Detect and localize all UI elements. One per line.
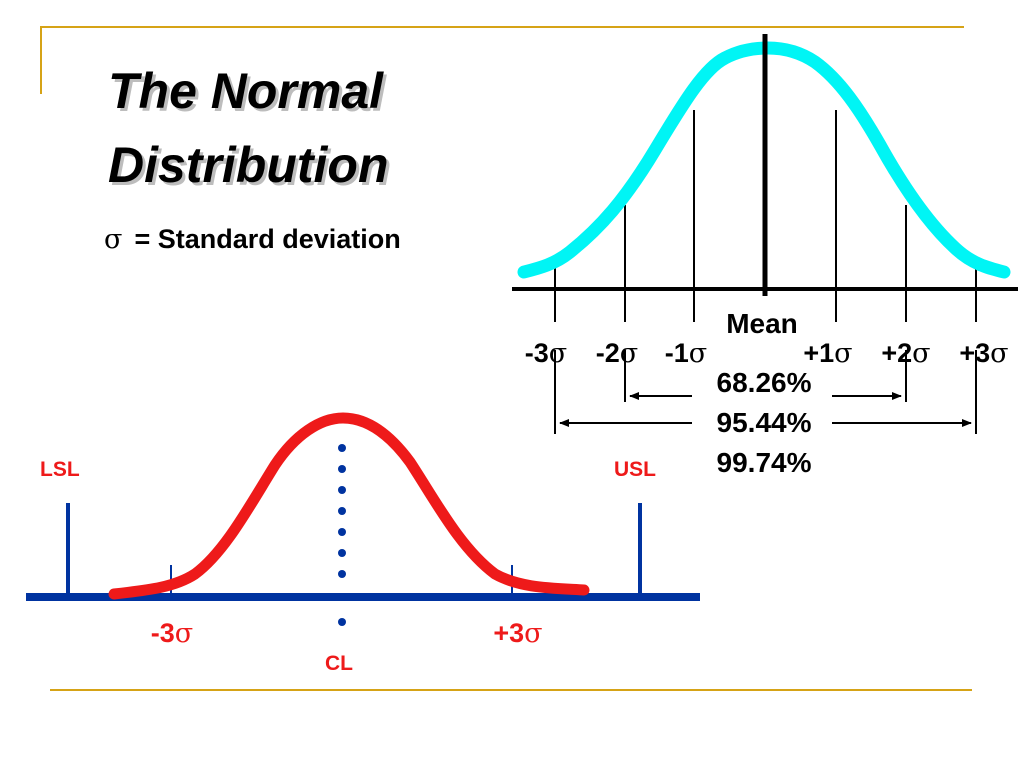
plus3-sigma-label: +3σ [493, 618, 542, 649]
tick-plus1-value: +1 [803, 338, 834, 368]
tick-plus3-sigma: σ [990, 338, 1008, 369]
sigma-symbol: σ [104, 224, 123, 255]
sigma-definition: σ = Standard deviation [104, 224, 401, 255]
tick-minus1-sigma: σ [689, 338, 707, 369]
tick-minus2-value: -2 [596, 338, 620, 368]
tick-minus3-value: -3 [525, 338, 549, 368]
sigma-tick-labels: -3σ -2σ -1σ +1σ +2σ +3σ [525, 338, 1009, 369]
tick-plus1: +1σ [803, 338, 852, 369]
minus3-sigma-label: -3σ [151, 618, 193, 649]
minus3-value: -3 [151, 618, 175, 648]
plus3-value: +3 [493, 618, 524, 648]
coverage-2sigma: 95.44% [717, 407, 812, 438]
tick-minus3: -3σ [525, 338, 567, 369]
cl-dot [338, 570, 346, 578]
title-line-2: Distribution [108, 137, 389, 193]
coverage-3sigma: 99.74% [717, 447, 812, 478]
tick-minus2-sigma: σ [620, 338, 638, 369]
tick-plus3: +3σ [959, 338, 1008, 369]
cl-dot [338, 549, 346, 557]
cl-dot [338, 528, 346, 536]
bottom-accent-line [50, 689, 972, 691]
top-bell-curve [517, 41, 1011, 279]
cl-dot [338, 618, 346, 626]
plus3-sigma: σ [524, 618, 542, 649]
tick-plus2-value: +2 [881, 338, 912, 368]
lsl-label: LSL [40, 458, 80, 481]
tick-plus2-sigma: σ [912, 338, 930, 369]
tick-plus1-sigma: σ [834, 338, 852, 369]
page-title: The Normal Distribution [108, 54, 528, 202]
tick-minus1: -1σ [665, 338, 707, 369]
cl-dot [338, 507, 346, 515]
sigma-definition-text: = Standard deviation [134, 224, 401, 254]
top-accent-line [40, 26, 964, 28]
tick-minus1-value: -1 [665, 338, 689, 368]
tick-plus2: +2σ [881, 338, 930, 369]
tick-minus3-sigma: σ [549, 338, 567, 369]
title-line-1: The Normal [108, 63, 384, 119]
cl-dot [338, 444, 346, 452]
bottom-bell-curve [108, 412, 590, 600]
tick-plus3-value: +3 [959, 338, 990, 368]
tick-minus2: -2σ [596, 338, 638, 369]
left-accent-line [40, 26, 42, 94]
center-line-dots [338, 444, 346, 626]
cl-label: CL [325, 652, 353, 675]
usl-label: USL [614, 458, 656, 481]
cl-dot [338, 486, 346, 494]
minus3-sigma: σ [175, 618, 193, 649]
mean-label: Mean [726, 308, 798, 339]
cl-dot [338, 465, 346, 473]
coverage-1sigma: 68.26% [717, 367, 812, 398]
